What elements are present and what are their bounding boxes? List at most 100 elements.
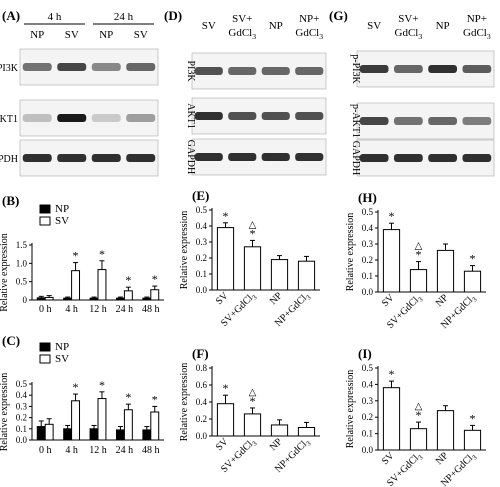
y-tick-label: 0.0	[16, 435, 28, 445]
y-tick-label: 0.5	[362, 207, 374, 217]
panel-label-H: (H)	[358, 190, 377, 205]
y-tick-label: 1.5	[16, 240, 28, 250]
y-tick-label: 0.6	[196, 380, 208, 390]
blot-strip-p-akt1: p-AKT1	[350, 102, 495, 140]
blot-band	[359, 117, 389, 125]
y-axis-label: Relative expression	[345, 213, 356, 292]
y-tick-label: 0.0	[196, 431, 208, 441]
y-tick-label: 0.4	[196, 397, 208, 407]
blot-lane-label-0: SV	[367, 20, 381, 32]
significance-mark: *	[223, 209, 229, 223]
y-tick-label: 0.4	[362, 223, 374, 233]
significance-mark: *	[416, 248, 422, 262]
bar-chart-H: (H)Relative expression 0.0 0.1 0.2 0.3 0.4 0.5…	[345, 190, 486, 331]
blot-band	[228, 67, 257, 75]
y-tick-label: 0.3	[362, 396, 374, 406]
panel-label-E: (E)	[192, 188, 209, 203]
x-tick-label: NP	[268, 436, 285, 453]
x-tick-label: 24 h	[116, 445, 134, 456]
blot-lane-label-2: NP	[99, 29, 113, 41]
y-tick-label: 0.3	[196, 237, 208, 247]
bar	[436, 410, 455, 451]
panel-label-G: (G)	[329, 8, 348, 23]
blot-lane-label-0: SV	[202, 20, 216, 32]
bar	[150, 411, 160, 441]
bar	[463, 429, 482, 451]
blot-lane-label-1: SV+ GdCl3	[228, 13, 256, 41]
bar	[71, 400, 81, 441]
blot-lane-label-3-line-1: GdCl3	[463, 27, 491, 41]
blot-band	[261, 67, 290, 75]
bar	[243, 246, 262, 291]
blot-lane-label-3-line-0: NP+	[467, 13, 487, 25]
blot-band	[393, 154, 423, 162]
blot-band	[91, 63, 121, 71]
y-tick-label: 0.5	[16, 277, 28, 287]
y-tick-label: 0.5	[196, 205, 208, 215]
panel-label-C: (C)	[2, 333, 20, 348]
significance-mark: *	[99, 378, 105, 392]
bar	[150, 289, 160, 301]
y-tick-label: 0.1	[196, 269, 207, 279]
blot-band-label: p-AKT1	[350, 104, 361, 138]
significance-mark: *	[470, 411, 476, 425]
blot-lane-label-1-line-0: SV+	[398, 13, 418, 25]
significance-mark: △	[249, 387, 257, 398]
blot-band	[126, 63, 156, 71]
blot-strip-akt1: AKT1	[0, 99, 159, 137]
blot-band-label: AKT1	[185, 103, 196, 129]
significance-mark: *	[125, 390, 131, 404]
blot-panel-G: (G) SV SV+ GdCl3 NP NP+ GdCl3 p-PI3K p-AKT1 GAPDH	[329, 8, 495, 177]
blot-lane-label-1-line-1: GdCl3	[395, 27, 423, 41]
bar	[297, 260, 316, 291]
y-tick-label: 0.1	[362, 429, 373, 439]
legend-swatch	[39, 216, 51, 226]
bar	[463, 270, 482, 293]
blot-band	[194, 67, 223, 75]
blot-strip-pi3k: PI3K	[0, 48, 159, 86]
x-tick-label: 4 h	[65, 445, 78, 456]
blot-strip-gapdh: GAPDH	[0, 139, 159, 177]
blot-band	[462, 65, 492, 73]
y-tick-label: 1.0	[16, 258, 28, 268]
blot-lane-label-2: NP	[269, 20, 283, 32]
y-tick-label: 0.2	[196, 253, 207, 263]
x-tick-label: 4 h	[65, 304, 78, 315]
bar-chart-I: (I)Relative expression 0.0 0.1 0.2 0.3 0.4 0.5…	[345, 346, 486, 487]
blot-band	[428, 65, 458, 73]
y-tick-label: 0.3	[362, 239, 374, 249]
blot-band	[428, 117, 458, 125]
significance-mark: *	[250, 394, 256, 408]
blot-band	[228, 153, 257, 161]
blot-band	[393, 117, 423, 125]
blot-strip-p-pi3k: p-PI3K	[350, 50, 495, 88]
y-axis-label: Relative expression	[345, 370, 356, 449]
bar	[270, 424, 289, 437]
blot-band	[194, 112, 223, 120]
blot-lane-label-3-line-1: GdCl3	[295, 27, 323, 41]
y-tick-label: 0.5	[362, 363, 374, 373]
blot-panel-A: (A)4 h24 hNPSVNPSVPI3KAKT1GAPDH	[0, 8, 159, 177]
significance-mark: *	[389, 209, 395, 223]
panel-label-A: (A)	[2, 8, 20, 23]
blot-band	[295, 112, 324, 120]
significance-mark: △	[249, 219, 257, 230]
blot-band	[126, 154, 156, 162]
y-tick-label: 0.0	[196, 285, 208, 295]
bar	[36, 297, 46, 301]
bar	[44, 296, 54, 301]
blot-band	[428, 154, 458, 162]
y-tick-label: 0.2	[196, 414, 207, 424]
significance-mark: *	[250, 226, 256, 240]
x-tick-label: 0 h	[39, 304, 52, 315]
significance-mark: *	[99, 247, 105, 261]
x-tick-label: SV	[214, 436, 231, 453]
bar-chart-B: (B) Relative expression 0 0.5 1.0 1.5 0 h * 4 h *…	[0, 193, 164, 315]
blot-band	[91, 154, 121, 162]
y-tick-label: 0.2	[362, 412, 373, 422]
blot-band-label: PI3K	[185, 60, 196, 82]
blot-lane-label-3: SV	[134, 29, 148, 41]
significance-mark: *	[416, 408, 422, 422]
bar	[297, 427, 316, 437]
bar	[409, 269, 428, 293]
